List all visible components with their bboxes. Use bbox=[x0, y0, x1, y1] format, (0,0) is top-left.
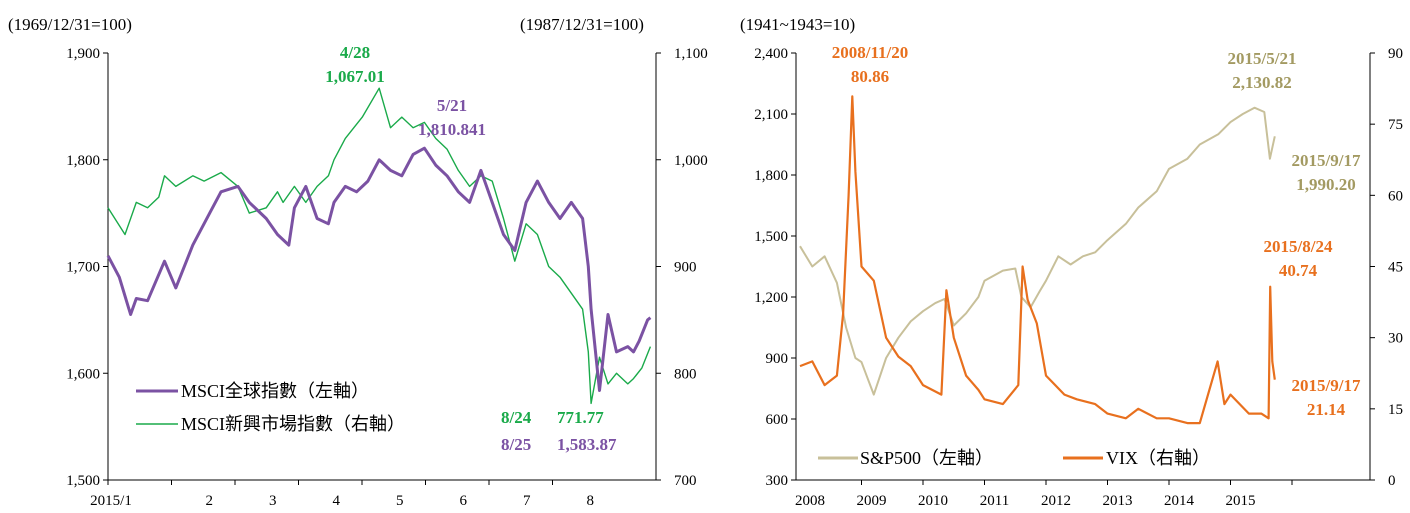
left-chart-x-axis-tick-label: 2 bbox=[206, 493, 214, 509]
right-chart-right-axis-tick-label: 45 bbox=[1388, 260, 1403, 276]
anno-world-low-date: 8/25 bbox=[501, 435, 531, 454]
anno-vix-end-value: 21.14 bbox=[1307, 400, 1346, 419]
left-chart-right-unit: (1987/12/31=100) bbox=[520, 15, 644, 34]
right-chart-left-axis-ticks: 300 600 900 1,200 1,500 1,800 2,100 2,400 bbox=[754, 46, 796, 489]
left-chart-right-axis-tick-label: 1,100 bbox=[674, 46, 708, 62]
right-chart-left-axis-tick-label: 300 bbox=[766, 473, 789, 489]
right-chart-right-axis-tick-label: 75 bbox=[1388, 117, 1403, 133]
right-chart-left-axis-tick-label: 1,800 bbox=[754, 168, 788, 184]
right-chart-x-axis-tick-label: 2015 bbox=[1226, 493, 1256, 509]
right-chart-right-axis-ticks: 0 15 30 45 60 75 90 bbox=[1370, 46, 1403, 489]
right-chart-x-axis-ticks: 2008 2009 2010 2011 2012 2013 2014 2015 bbox=[795, 480, 1293, 509]
anno-vix-end-date: 2015/9/17 bbox=[1292, 376, 1361, 395]
right-chart-right-axis-tick-label: 90 bbox=[1388, 46, 1403, 62]
left-chart-x-axis-tick-label: 7 bbox=[523, 493, 531, 509]
left-chart-left-axis-tick-label: 1,700 bbox=[66, 260, 100, 276]
right-chart-x-axis-tick-label: 2010 bbox=[918, 493, 948, 509]
right-chart-x-axis-tick-label: 2009 bbox=[857, 493, 887, 509]
anno-em-peak-date: 4/28 bbox=[340, 43, 370, 62]
left-chart-left-axis-tick-label: 1,800 bbox=[66, 153, 100, 169]
vix-line bbox=[799, 95, 1276, 425]
left-chart: (1969/12/31=100) (1987/12/31=100) 1,5001… bbox=[8, 15, 708, 509]
legend-sp500-label: S&P500（左軸） bbox=[860, 448, 993, 468]
anno-vix-2008-date: 2008/11/20 bbox=[832, 43, 909, 62]
left-chart-x-axis-ticks: 2015/1 2 3 4 5 6 7 8 bbox=[90, 480, 594, 509]
anno-world-peak-date: 5/21 bbox=[437, 96, 467, 115]
anno-em-peak-value: 1,067.01 bbox=[325, 67, 385, 86]
left-chart-left-axis-tick-label: 1,900 bbox=[66, 46, 100, 62]
anno-sp-end-date: 2015/9/17 bbox=[1292, 151, 1361, 170]
msci-em-line bbox=[107, 87, 652, 405]
left-chart-left-axis-tick-label: 1,500 bbox=[66, 473, 100, 489]
right-chart-x-axis-tick-label: 2012 bbox=[1041, 493, 1071, 509]
left-chart-right-axis-tick-label: 900 bbox=[674, 260, 697, 276]
anno-sp-peak-value: 2,130.82 bbox=[1232, 73, 1292, 92]
anno-vix-aug-value: 40.74 bbox=[1279, 261, 1318, 280]
legend-vix-label: VIX（右軸） bbox=[1106, 448, 1210, 468]
left-chart-x-axis-tick-label: 6 bbox=[460, 493, 468, 509]
left-chart-x-axis-tick-label: 4 bbox=[333, 493, 341, 509]
anno-sp-end-value: 1,990.20 bbox=[1296, 175, 1356, 194]
left-chart-right-axis-ticks: 700 800 900 1,000 1,100 bbox=[656, 46, 708, 489]
left-chart-series bbox=[106, 87, 652, 405]
right-chart-legend: S&P500（左軸） VIX（右軸） bbox=[818, 448, 1210, 468]
right-chart-x-axis-tick-label: 2011 bbox=[980, 493, 1009, 509]
left-chart-right-axis-tick-label: 1,000 bbox=[674, 153, 708, 169]
right-chart-right-axis-tick-label: 0 bbox=[1388, 473, 1396, 489]
left-chart-right-axis-tick-label: 700 bbox=[674, 473, 697, 489]
anno-sp-peak-date: 2015/5/21 bbox=[1228, 49, 1297, 68]
sp500-line bbox=[799, 106, 1276, 396]
right-chart-left-unit: (1941~1943=10) bbox=[740, 15, 855, 34]
anno-vix-aug-date: 2015/8/24 bbox=[1264, 237, 1333, 256]
left-chart-left-unit: (1969/12/31=100) bbox=[8, 15, 132, 34]
left-chart-x-axis-tick-label: 3 bbox=[269, 493, 277, 509]
legend-em-label: MSCI新興市場指數（右軸） bbox=[181, 414, 405, 434]
right-chart-left-axis-tick-label: 1,200 bbox=[754, 290, 788, 306]
right-chart-right-axis-tick-label: 60 bbox=[1388, 188, 1403, 204]
left-chart-left-axis-ticks: 1,500 1,600 1,700 1,800 1,900 bbox=[66, 46, 108, 489]
right-chart-right-axis-tick-label: 30 bbox=[1388, 331, 1403, 347]
anno-em-low-date: 8/24 bbox=[501, 408, 532, 427]
right-chart-x-axis-tick-label: 2008 bbox=[795, 493, 825, 509]
right-chart-left-axis-tick-label: 2,400 bbox=[754, 46, 788, 62]
right-chart-series bbox=[799, 95, 1276, 425]
right-chart-left-axis-tick-label: 600 bbox=[766, 412, 789, 428]
right-chart-right-axis-tick-label: 15 bbox=[1388, 402, 1403, 418]
anno-vix-2008-value: 80.86 bbox=[851, 67, 889, 86]
anno-world-peak-value: 1,810.841 bbox=[418, 120, 486, 139]
left-chart-right-axis-tick-label: 800 bbox=[674, 366, 697, 382]
right-chart-x-axis-tick-label: 2014 bbox=[1164, 493, 1195, 509]
left-chart-left-axis-tick-label: 1,600 bbox=[66, 366, 100, 382]
right-chart-left-axis-tick-label: 1,500 bbox=[754, 229, 788, 245]
msci-world-line bbox=[106, 146, 652, 392]
right-chart-left-axis-tick-label: 2,100 bbox=[754, 107, 788, 123]
anno-world-low-value: 1,583.87 bbox=[557, 435, 617, 454]
legend-world-label: MSCI全球指數（左軸） bbox=[181, 381, 369, 401]
left-chart-x-axis-tick-label: 8 bbox=[587, 493, 595, 509]
anno-em-low-value: 771.77 bbox=[557, 408, 604, 427]
right-chart-left-axis-tick-label: 900 bbox=[766, 351, 789, 367]
right-chart-x-axis-tick-label: 2013 bbox=[1103, 493, 1133, 509]
left-chart-x-axis-tick-label: 5 bbox=[396, 493, 404, 509]
left-chart-x-axis-tick-label: 2015/1 bbox=[90, 493, 132, 509]
right-chart: (1941~1943=10) 3006009001,2001,5001,8002… bbox=[740, 15, 1403, 509]
left-chart-legend: MSCI全球指數（左軸） MSCI新興市場指數（右軸） bbox=[136, 381, 405, 434]
